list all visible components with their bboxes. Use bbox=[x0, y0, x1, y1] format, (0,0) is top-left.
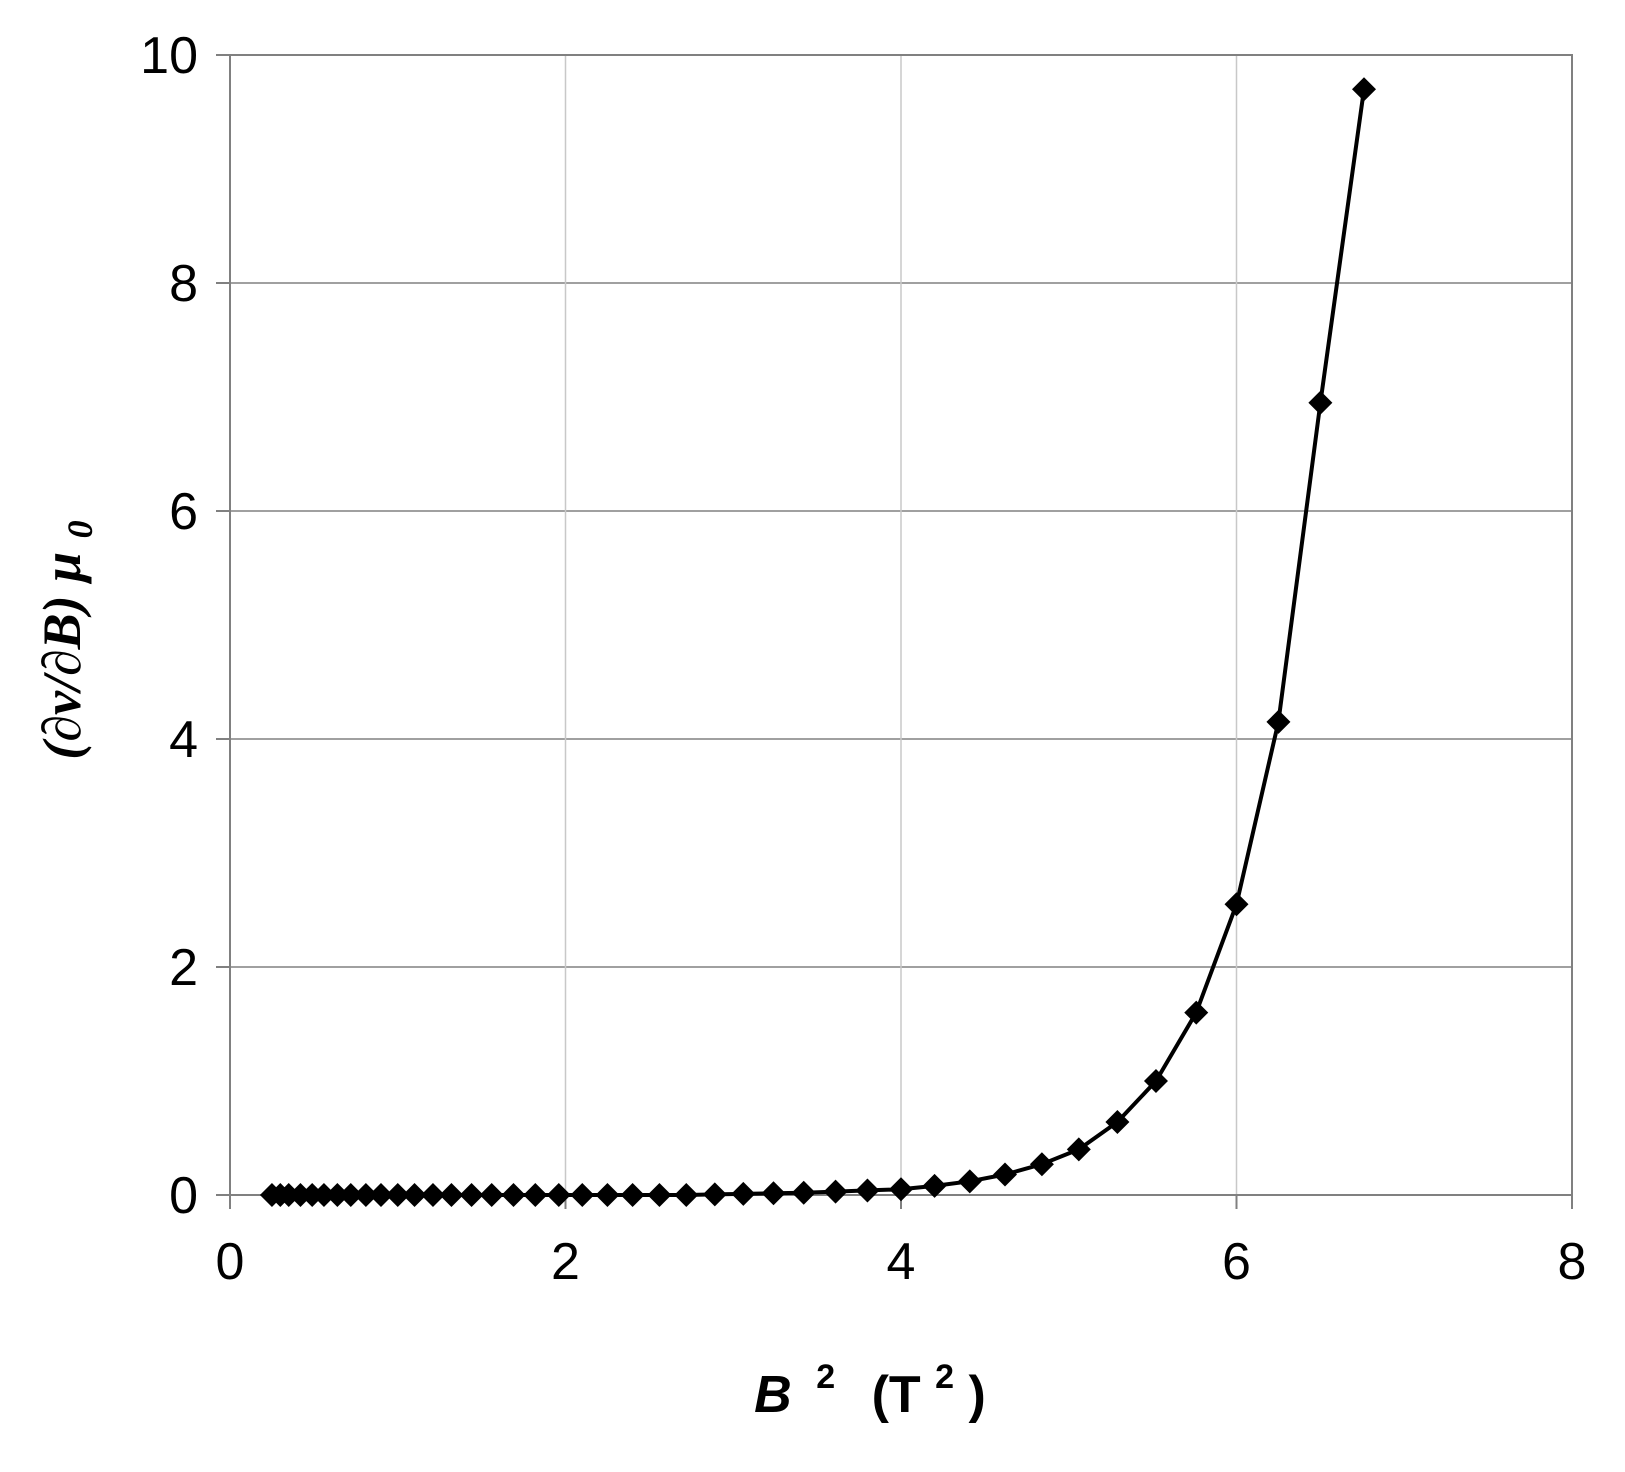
data-point bbox=[439, 1183, 464, 1207]
data-point bbox=[674, 1183, 699, 1207]
data-point bbox=[1308, 390, 1333, 415]
data-point bbox=[761, 1181, 786, 1206]
x-axis-title: B 2 (T 2 ) bbox=[754, 1342, 986, 1424]
data-point bbox=[1066, 1137, 1091, 1162]
data-point bbox=[420, 1183, 445, 1207]
y-axis-subscript: 0 bbox=[60, 520, 100, 538]
data-point bbox=[731, 1181, 756, 1206]
x-tick-label: 0 bbox=[216, 1233, 245, 1291]
data-point bbox=[922, 1173, 947, 1198]
data-point bbox=[385, 1183, 410, 1207]
x-axis-exponent: 2 bbox=[816, 1358, 835, 1396]
data-point bbox=[1266, 709, 1291, 734]
data-point bbox=[311, 1183, 336, 1207]
series-line bbox=[271, 88, 1366, 1197]
data-point bbox=[570, 1183, 595, 1207]
data-point bbox=[479, 1183, 504, 1207]
x-tick-label: 8 bbox=[1558, 1233, 1587, 1291]
data-point bbox=[353, 1183, 378, 1207]
data-point bbox=[702, 1182, 727, 1207]
data-point bbox=[957, 1169, 982, 1194]
y-tick-label: 6 bbox=[169, 483, 198, 541]
y-tick-label: 10 bbox=[140, 27, 198, 85]
data-point bbox=[459, 1183, 484, 1207]
axes bbox=[216, 54, 1573, 1209]
data-point bbox=[791, 1180, 816, 1205]
data-point bbox=[368, 1183, 393, 1207]
y-axis-derivative: (∂ν/∂B) bbox=[32, 582, 92, 760]
y-tick-label: 0 bbox=[169, 1167, 198, 1225]
data-point bbox=[501, 1183, 526, 1207]
x-axis-unit-close: ) bbox=[968, 1366, 985, 1424]
x-tick-label: 2 bbox=[551, 1233, 580, 1291]
data-point bbox=[595, 1183, 620, 1207]
y-axis-title: (∂ν/∂B) μ 0 bbox=[32, 520, 100, 759]
x-axis-unit-open: (T bbox=[872, 1366, 921, 1424]
data-point bbox=[325, 1183, 350, 1207]
gridlines bbox=[230, 55, 1572, 1195]
data-point bbox=[546, 1183, 571, 1207]
data-point bbox=[855, 1178, 880, 1203]
data-point bbox=[823, 1179, 848, 1204]
y-tick-label: 2 bbox=[169, 939, 198, 997]
data-point bbox=[1029, 1152, 1054, 1177]
y-axis-symbol: μ bbox=[32, 552, 92, 585]
data-point bbox=[1224, 892, 1249, 917]
data-point bbox=[647, 1183, 672, 1207]
data-series bbox=[259, 77, 1376, 1207]
x-tick-label: 6 bbox=[1222, 1233, 1251, 1291]
y-tick-label: 4 bbox=[169, 711, 198, 769]
data-point bbox=[1184, 1000, 1209, 1025]
data-point bbox=[889, 1177, 913, 1202]
data-point bbox=[993, 1162, 1018, 1187]
x-axis-symbol: B bbox=[754, 1366, 792, 1424]
data-point bbox=[338, 1183, 363, 1207]
data-point bbox=[1351, 77, 1376, 102]
y-tick-label: 8 bbox=[169, 255, 198, 313]
data-point bbox=[402, 1183, 427, 1207]
x-axis-unit-exponent: 2 bbox=[935, 1358, 954, 1396]
tick-labels: 0 2 4 6 8 10 0 2 4 6 8 bbox=[140, 27, 1586, 1291]
data-point bbox=[523, 1183, 548, 1207]
data-point bbox=[620, 1183, 645, 1207]
data-point bbox=[1143, 1069, 1168, 1093]
data-point bbox=[1105, 1110, 1130, 1135]
x-tick-label: 4 bbox=[887, 1233, 916, 1291]
